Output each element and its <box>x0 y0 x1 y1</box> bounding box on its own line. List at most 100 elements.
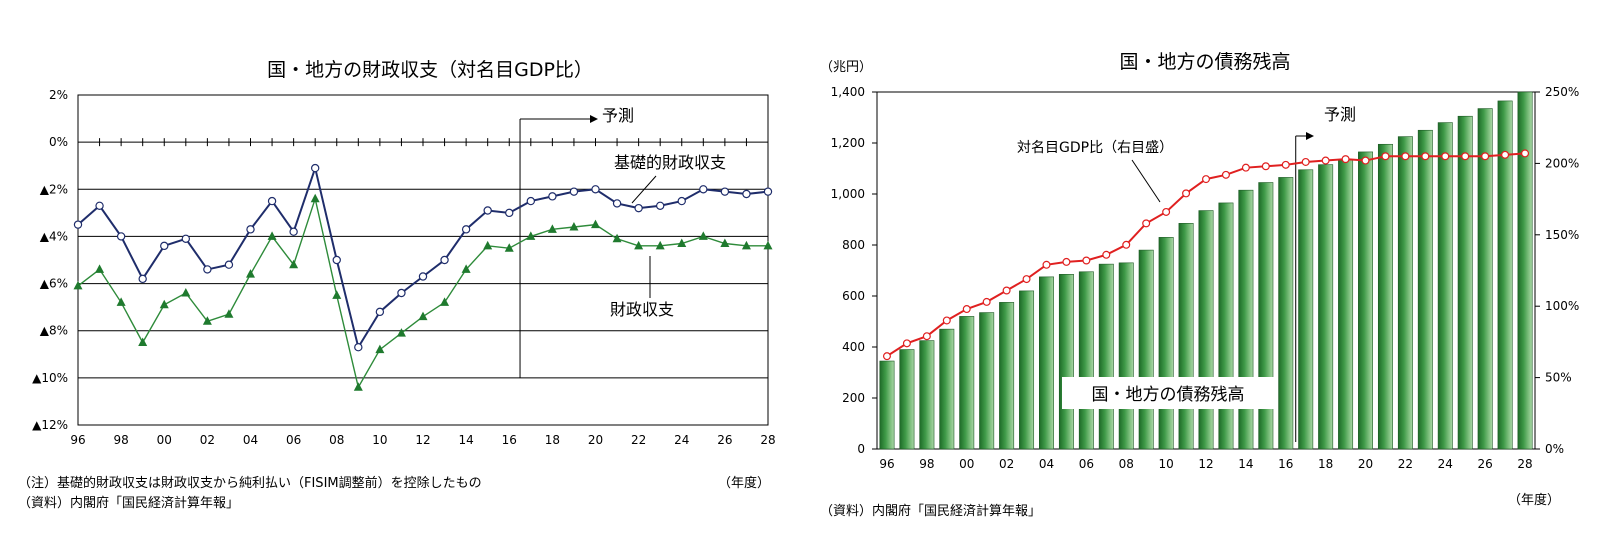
debt-bar <box>1377 143 1393 450</box>
right-x-tick-label: 06 <box>1079 457 1094 471</box>
debt-bar <box>1058 274 1074 450</box>
left-y-tick-label: ▲2% <box>40 182 68 196</box>
fiscal-balance-point <box>202 316 212 325</box>
debt-bar <box>1258 182 1274 450</box>
ratio-point <box>1321 156 1330 165</box>
right-left-y-tick-label: 1,400 <box>831 85 865 99</box>
right-source: （資料）内閣府「国民経済計算年報」 <box>820 504 1042 519</box>
fiscal-balance-point <box>396 328 406 337</box>
left-axis-unit: （兆円） <box>820 60 872 75</box>
right-year-unit: （年度） <box>1508 493 1561 508</box>
right-right-y-tick-label: 100% <box>1545 299 1579 313</box>
ratio-point <box>1281 160 1290 169</box>
debt-bar <box>1358 151 1373 450</box>
primary-balance-point <box>246 225 255 234</box>
right-right-y-tick-labels: 0% 50% 100% 150% 200% 250% <box>1535 85 1579 456</box>
ratio-point <box>1381 152 1390 161</box>
debt-bar <box>1218 202 1234 450</box>
left-x-tick-label: 24 <box>674 433 689 447</box>
left-x-tick-label: 10 <box>372 433 387 447</box>
ratio-point <box>982 297 991 306</box>
left-y-tick-label: ▲8% <box>40 324 68 338</box>
fiscal-balance-point <box>483 240 493 250</box>
primary-balance-point <box>591 185 600 194</box>
fiscal-balance-point <box>547 224 557 233</box>
left-y-tick-label: 0% <box>49 135 68 149</box>
right-forecast-marker <box>1295 132 1314 442</box>
ratio-series <box>882 149 1530 361</box>
primary-balance-point <box>203 265 212 274</box>
fiscal-balance-point <box>95 264 105 273</box>
left-x-tick-label: 02 <box>200 433 215 447</box>
left-series-line-0 <box>77 164 769 350</box>
left-y-tick-label: 2% <box>49 88 68 102</box>
left-x-tick-label: 96 <box>70 433 85 447</box>
right-x-tick-label: 24 <box>1438 457 1453 471</box>
fiscal-balance-point <box>159 299 169 309</box>
left-footnote: （注）基礎的財政収支は財政収支から純利払い（FISIM調整前）を控除したもの <box>18 476 482 491</box>
left-x-tick-label: 22 <box>631 433 646 447</box>
primary-balance-point <box>634 203 643 213</box>
primary-balance-point <box>742 189 751 199</box>
left-x-tick-label: 20 <box>588 433 603 447</box>
fiscal-balance-point <box>246 269 255 278</box>
left-y-tick-labels: 2% 0% ▲2% ▲4% ▲6% ▲8% ▲10% ▲12% <box>32 88 68 432</box>
primary-balance-point <box>461 225 471 234</box>
right-chart-title: 国・地方の債務残高 <box>1119 51 1290 73</box>
fiscal-balance-point <box>289 259 299 269</box>
primary-balance-point <box>720 187 730 196</box>
ratio-point <box>1261 162 1270 171</box>
debt-bar <box>1437 122 1453 450</box>
left-x-tick-label: 14 <box>458 433 473 447</box>
ratio-point <box>1301 157 1310 166</box>
right-x-tick-label: 00 <box>959 457 974 471</box>
fiscal-balance-point <box>763 240 773 250</box>
primary-balance-point <box>418 272 428 281</box>
debt-bar <box>1338 159 1354 450</box>
left-plot-area <box>77 94 769 426</box>
debt-outstanding-chart: 国・地方の債務残高 （兆円） 02004006008001,0001,2001,… <box>820 51 1579 471</box>
left-x-tick-label: 00 <box>157 433 172 447</box>
left-series <box>73 163 773 391</box>
primary-balance-pointer <box>631 175 657 204</box>
primary-balance-label: 基礎的財政収支 <box>614 153 726 172</box>
debt-bar <box>1078 271 1094 450</box>
primary-balance-point <box>181 234 191 243</box>
primary-balance-point <box>310 163 320 173</box>
debt-bar <box>999 302 1015 450</box>
fiscal-balance-point <box>655 240 665 250</box>
primary-balance-point <box>526 196 536 206</box>
primary-balance-point <box>569 187 579 196</box>
ratio-point <box>1421 152 1430 161</box>
fiscal-balance-point <box>504 243 514 252</box>
ratio-point <box>1142 219 1151 228</box>
ratio-point <box>1182 189 1191 198</box>
ratio-point <box>962 305 971 314</box>
fiscal-balance-point <box>73 280 83 290</box>
debt-label: 国・地方の債務残高 <box>1092 385 1245 405</box>
left-x-tick-label: 16 <box>502 433 517 447</box>
right-left-y-tick-label: 400 <box>842 340 865 354</box>
ratio-point <box>1461 152 1470 161</box>
fiscal-balance-point <box>418 311 428 321</box>
right-left-y-tick-label: 1,000 <box>831 187 865 201</box>
fiscal-balance-label: 財政収支 <box>610 300 674 319</box>
right-x-tick-label: 10 <box>1158 457 1173 471</box>
primary-balance-point <box>289 227 298 236</box>
fiscal-balance-point <box>440 297 450 306</box>
debt-bar <box>1198 210 1214 450</box>
right-x-tick-label: 22 <box>1398 457 1413 471</box>
ratio-point <box>1501 150 1510 159</box>
fiscal-balance-point <box>461 264 471 273</box>
left-chart-title: 国・地方の財政収支（対名目GDP比） <box>267 59 593 81</box>
ratio-point <box>1022 275 1031 284</box>
primary-balance-point <box>95 201 104 210</box>
left-x-tick-labels: 96 98 00 02 04 06 08 10 12 14 16 18 20 22 24 26 28 <box>70 433 775 447</box>
ratio-point <box>1401 152 1410 161</box>
left-y-tick-label: ▲6% <box>40 277 68 291</box>
left-source: （資料）内閣府「国民経済計算年報」 <box>18 496 240 511</box>
left-x-tick-label: 06 <box>286 433 301 447</box>
fiscal-balance-point <box>720 238 730 247</box>
right-right-y-tick-label: 250% <box>1545 85 1579 99</box>
right-forecast-arrowhead <box>1306 132 1314 140</box>
